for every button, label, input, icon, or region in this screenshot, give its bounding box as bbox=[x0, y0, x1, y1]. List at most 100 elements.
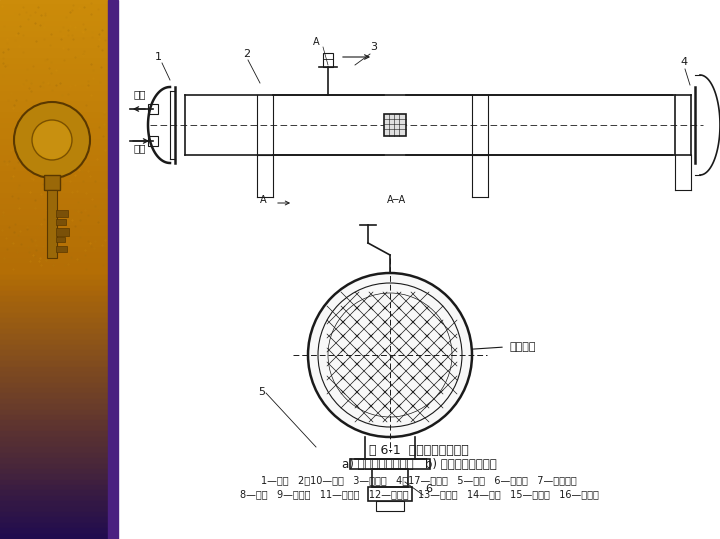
Bar bbox=[0, 178, 108, 183]
Bar bbox=[0, 151, 108, 156]
Bar bbox=[0, 226, 108, 232]
Bar bbox=[384, 114, 406, 136]
Bar bbox=[0, 49, 108, 54]
Bar bbox=[0, 243, 108, 248]
Text: 1: 1 bbox=[155, 52, 162, 62]
Bar bbox=[0, 383, 108, 388]
Bar bbox=[0, 512, 108, 517]
Bar bbox=[56, 228, 69, 236]
Bar bbox=[0, 22, 108, 27]
Bar bbox=[0, 119, 108, 124]
Bar bbox=[0, 302, 108, 307]
Bar bbox=[0, 323, 108, 329]
Text: 4: 4 bbox=[680, 57, 687, 67]
Bar bbox=[0, 296, 108, 302]
Bar bbox=[376, 501, 404, 511]
Bar bbox=[0, 70, 108, 75]
Bar bbox=[0, 480, 108, 485]
Bar bbox=[0, 65, 108, 70]
Bar bbox=[0, 469, 108, 474]
Bar bbox=[0, 129, 108, 135]
Bar bbox=[0, 113, 108, 119]
Text: A: A bbox=[260, 195, 266, 205]
Bar bbox=[0, 32, 108, 38]
Bar bbox=[0, 162, 108, 167]
Bar bbox=[0, 27, 108, 32]
Bar bbox=[0, 280, 108, 286]
Bar bbox=[372, 469, 408, 487]
Bar bbox=[0, 59, 108, 65]
Bar bbox=[0, 135, 108, 140]
Bar bbox=[47, 190, 57, 258]
Bar bbox=[0, 410, 108, 415]
Bar bbox=[0, 38, 108, 43]
Text: 5: 5 bbox=[258, 387, 265, 397]
Text: 水出: 水出 bbox=[133, 89, 145, 99]
Bar bbox=[0, 420, 108, 426]
Bar bbox=[0, 367, 108, 372]
Bar bbox=[0, 199, 108, 205]
Bar bbox=[0, 534, 108, 539]
Bar bbox=[0, 286, 108, 291]
Bar bbox=[148, 136, 158, 146]
Bar bbox=[0, 345, 108, 350]
Bar bbox=[0, 350, 108, 356]
Text: 8—水槽   9—安全阀   11—平衡管   12—混合管   13—放油阀   14—端阀   15—压力表   16—进气阀: 8—水槽 9—安全阀 11—平衡管 12—混合管 13—放油阀 14—端阀 15… bbox=[240, 489, 598, 499]
Bar bbox=[0, 189, 108, 194]
Bar bbox=[0, 393, 108, 399]
Bar bbox=[0, 340, 108, 345]
Bar bbox=[0, 447, 108, 453]
Bar bbox=[0, 318, 108, 323]
Bar bbox=[0, 307, 108, 313]
Bar bbox=[0, 426, 108, 431]
Text: a) 卧式壳管式冷凝器   b) 立式壳管式冷凝器: a) 卧式壳管式冷凝器 b) 立式壳管式冷凝器 bbox=[341, 459, 496, 472]
Text: 2: 2 bbox=[243, 49, 250, 59]
Bar bbox=[0, 377, 108, 383]
Bar bbox=[0, 97, 108, 102]
Bar bbox=[0, 388, 108, 393]
Text: 3: 3 bbox=[370, 42, 377, 52]
Bar bbox=[0, 86, 108, 92]
Bar bbox=[0, 275, 108, 280]
Bar bbox=[108, 0, 118, 539]
Text: 图 6-1  壳管式冷凝器结构: 图 6-1 壳管式冷凝器结构 bbox=[369, 444, 469, 457]
Bar bbox=[0, 404, 108, 410]
Bar bbox=[0, 0, 108, 5]
Circle shape bbox=[32, 120, 72, 160]
Bar bbox=[0, 313, 108, 318]
Bar bbox=[148, 104, 158, 114]
Bar bbox=[0, 54, 108, 59]
Bar bbox=[0, 43, 108, 49]
Bar bbox=[0, 291, 108, 296]
Bar bbox=[0, 485, 108, 490]
Bar bbox=[0, 237, 108, 243]
Bar bbox=[0, 167, 108, 172]
Text: 6: 6 bbox=[425, 484, 432, 494]
Bar bbox=[0, 259, 108, 264]
Bar bbox=[0, 205, 108, 210]
Bar bbox=[0, 253, 108, 259]
Bar bbox=[0, 221, 108, 226]
Bar bbox=[0, 102, 108, 108]
Bar bbox=[0, 507, 108, 512]
Bar bbox=[0, 528, 108, 534]
Bar bbox=[0, 248, 108, 253]
Bar bbox=[0, 11, 108, 16]
Bar bbox=[44, 175, 60, 190]
Bar bbox=[350, 459, 430, 469]
Bar bbox=[0, 501, 108, 507]
Bar bbox=[368, 487, 412, 501]
Text: 排管方式: 排管方式 bbox=[510, 342, 536, 352]
Bar bbox=[0, 329, 108, 334]
Text: 水进: 水进 bbox=[133, 143, 145, 153]
Bar bbox=[0, 264, 108, 270]
Bar bbox=[0, 108, 108, 113]
Bar bbox=[0, 490, 108, 496]
Bar bbox=[0, 458, 108, 464]
Bar bbox=[0, 92, 108, 97]
Bar bbox=[0, 16, 108, 22]
Bar bbox=[323, 53, 333, 67]
Text: A: A bbox=[313, 37, 320, 47]
Bar bbox=[0, 156, 108, 162]
Bar bbox=[0, 172, 108, 178]
